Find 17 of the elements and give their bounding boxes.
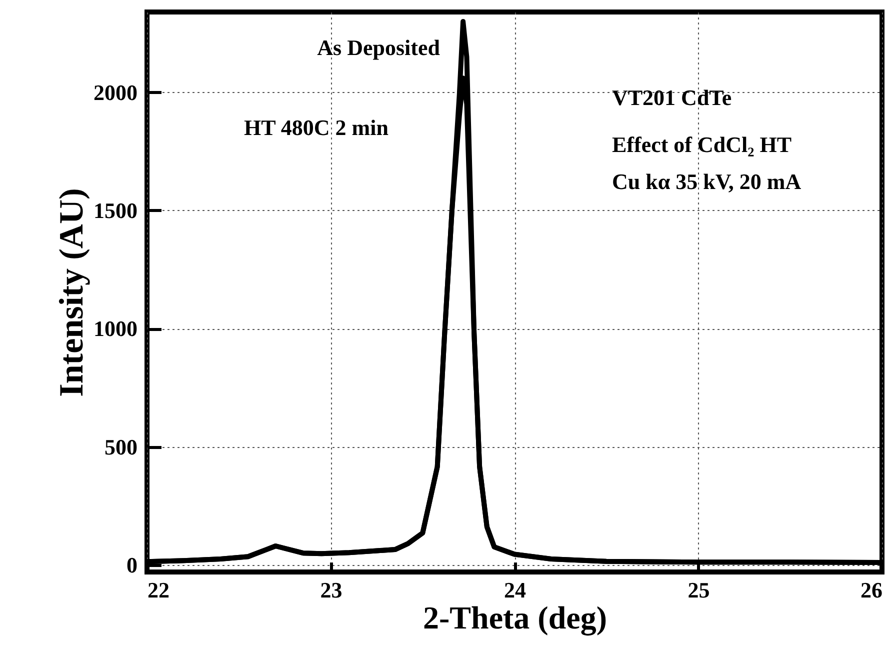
annotation: As Deposited: [317, 35, 440, 60]
x-tick-label: 25: [688, 578, 710, 602]
annotation: HT 480C 2 min: [244, 115, 388, 140]
y-tick-label: 1500: [94, 198, 138, 223]
y-tick-label: 0: [126, 552, 138, 578]
x-tick-label: 22: [148, 578, 170, 602]
annotation: Effect of CdCl₂ HT: [612, 132, 792, 157]
annotation: Cu kα 35 kV, 20 mA: [612, 169, 802, 194]
x-tick-label: 24: [504, 578, 526, 602]
annotation: VT201 CdTe: [612, 85, 732, 110]
y-axis-title: Intensity (AU): [54, 188, 90, 397]
y-tick-label: 1000: [94, 316, 138, 342]
x-axis-title: 2-Theta (deg): [423, 600, 607, 636]
x-tick-label: 23: [320, 578, 342, 602]
x-tick-label: 26: [860, 578, 882, 602]
y-tick-label: 2000: [94, 80, 138, 105]
y-tick-label: 500: [104, 434, 138, 460]
